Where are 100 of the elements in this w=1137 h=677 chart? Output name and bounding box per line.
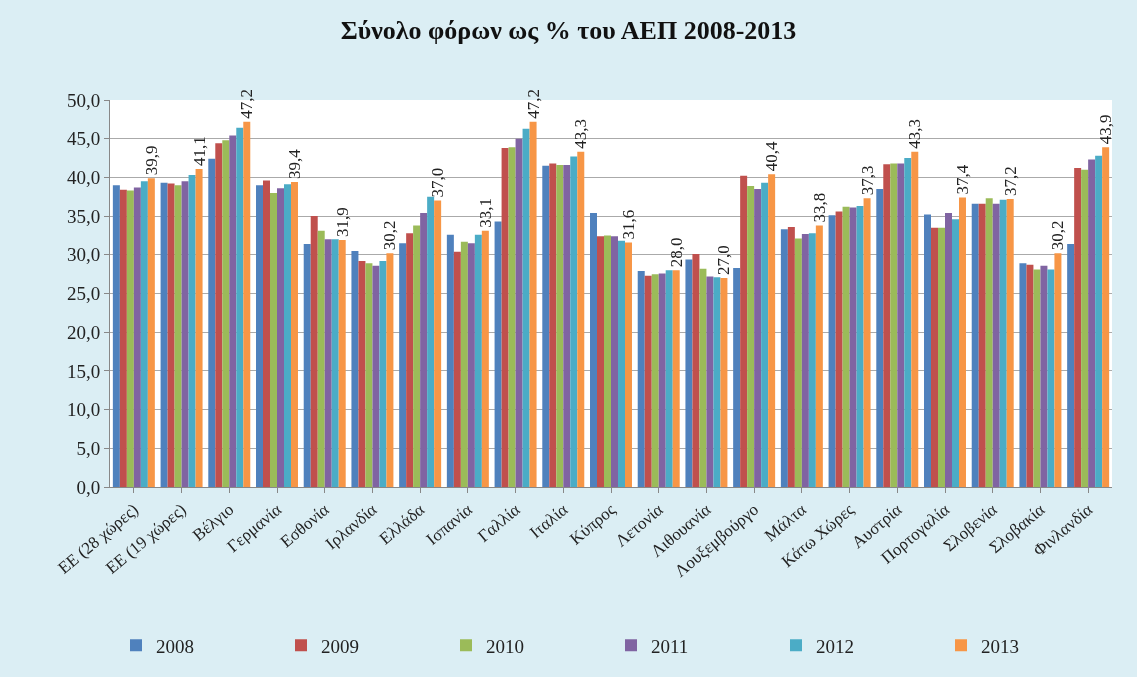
- bar: [406, 233, 414, 487]
- bar: [978, 203, 986, 487]
- y-tick-label: 20,0: [66, 321, 101, 343]
- data-label: 39,4: [284, 148, 304, 180]
- bar: [277, 188, 284, 487]
- bar: [1095, 155, 1103, 487]
- bar: [215, 143, 223, 487]
- data-label: 39,9: [141, 145, 161, 176]
- bar: [174, 185, 182, 487]
- bar: [625, 242, 632, 487]
- data-label: 37,4: [952, 164, 972, 195]
- bar: [720, 278, 728, 487]
- bar: [570, 156, 578, 487]
- legend-label: 2011: [651, 635, 689, 657]
- data-label: 47,2: [237, 88, 257, 119]
- bar: [1033, 269, 1041, 487]
- bar: [911, 151, 919, 487]
- data-label: 33,1: [475, 198, 495, 228]
- bar: [665, 270, 673, 487]
- bar: [208, 158, 216, 487]
- chart-title: Σύνολο φόρων ως % του ΑΕΠ 2008-2013: [340, 15, 797, 45]
- bar: [160, 182, 168, 487]
- bar: [971, 203, 979, 487]
- y-tick-label: 25,0: [66, 283, 101, 305]
- bar: [112, 185, 120, 487]
- data-label: 37,0: [428, 167, 448, 198]
- data-label: 30,2: [1048, 220, 1068, 251]
- bar: [222, 140, 230, 487]
- bar: [291, 182, 298, 487]
- bar: [467, 243, 475, 487]
- data-label: 31,6: [618, 209, 638, 240]
- bar: [310, 216, 318, 487]
- bar: [740, 175, 748, 487]
- bar: [542, 165, 550, 487]
- bar: [413, 225, 421, 487]
- bar: [481, 230, 489, 487]
- bar: [733, 267, 741, 487]
- bar: [256, 185, 263, 487]
- legend-label: 2013: [981, 635, 1019, 657]
- data-label: 43,9: [1096, 114, 1116, 145]
- data-label: 33,8: [809, 192, 829, 223]
- y-tick-label: 35,0: [66, 205, 101, 227]
- bar: [651, 274, 659, 487]
- bar: [801, 233, 809, 487]
- bar: [692, 254, 700, 487]
- bar: [1019, 263, 1027, 487]
- bar: [427, 196, 435, 487]
- bar: [699, 268, 707, 487]
- bar: [515, 138, 523, 487]
- bar: [351, 250, 359, 487]
- data-label: 37,3: [857, 165, 877, 196]
- bar: [685, 259, 693, 487]
- bar: [181, 181, 189, 487]
- bar: [842, 206, 850, 487]
- bar: [324, 239, 332, 487]
- bar: [236, 127, 244, 487]
- bar: [808, 233, 816, 487]
- bar: [590, 213, 597, 487]
- bar: [331, 239, 339, 487]
- bar: [856, 206, 864, 487]
- bar: [897, 163, 905, 487]
- bar: [706, 276, 714, 487]
- bar: [644, 275, 652, 487]
- bar: [761, 182, 769, 487]
- bar: [243, 121, 251, 487]
- y-tick-label: 50,0: [66, 89, 101, 111]
- bar: [446, 234, 454, 487]
- bar: [147, 178, 155, 487]
- bar: [1054, 253, 1062, 487]
- bar: [372, 265, 380, 487]
- bar: [303, 243, 311, 487]
- bar: [1040, 265, 1048, 487]
- legend-label: 2010: [486, 635, 524, 657]
- legend-label: 2009: [321, 635, 359, 657]
- bar: [434, 200, 442, 487]
- data-label: 27,0: [714, 245, 734, 276]
- bar: [815, 225, 823, 487]
- bar: [1074, 168, 1082, 487]
- bar: [924, 214, 931, 487]
- y-tick-label: 40,0: [66, 167, 101, 189]
- bar: [501, 147, 509, 487]
- bar: [563, 165, 571, 487]
- bar: [195, 168, 203, 487]
- legend-label: 2012: [816, 635, 854, 657]
- bar: [229, 135, 237, 487]
- bar: [992, 203, 1000, 487]
- bar: [508, 147, 516, 487]
- bar: [1006, 199, 1014, 487]
- bar: [358, 260, 366, 487]
- bar: [713, 277, 721, 487]
- bar: [611, 236, 618, 487]
- legend-label: 2008: [156, 635, 194, 657]
- bar: [188, 175, 196, 487]
- bar: [522, 128, 530, 487]
- bar: [787, 226, 795, 487]
- bar: [379, 260, 387, 487]
- bar: [658, 273, 666, 487]
- y-tick-label: 10,0: [66, 399, 101, 421]
- bar: [386, 253, 394, 487]
- bar: [549, 163, 557, 487]
